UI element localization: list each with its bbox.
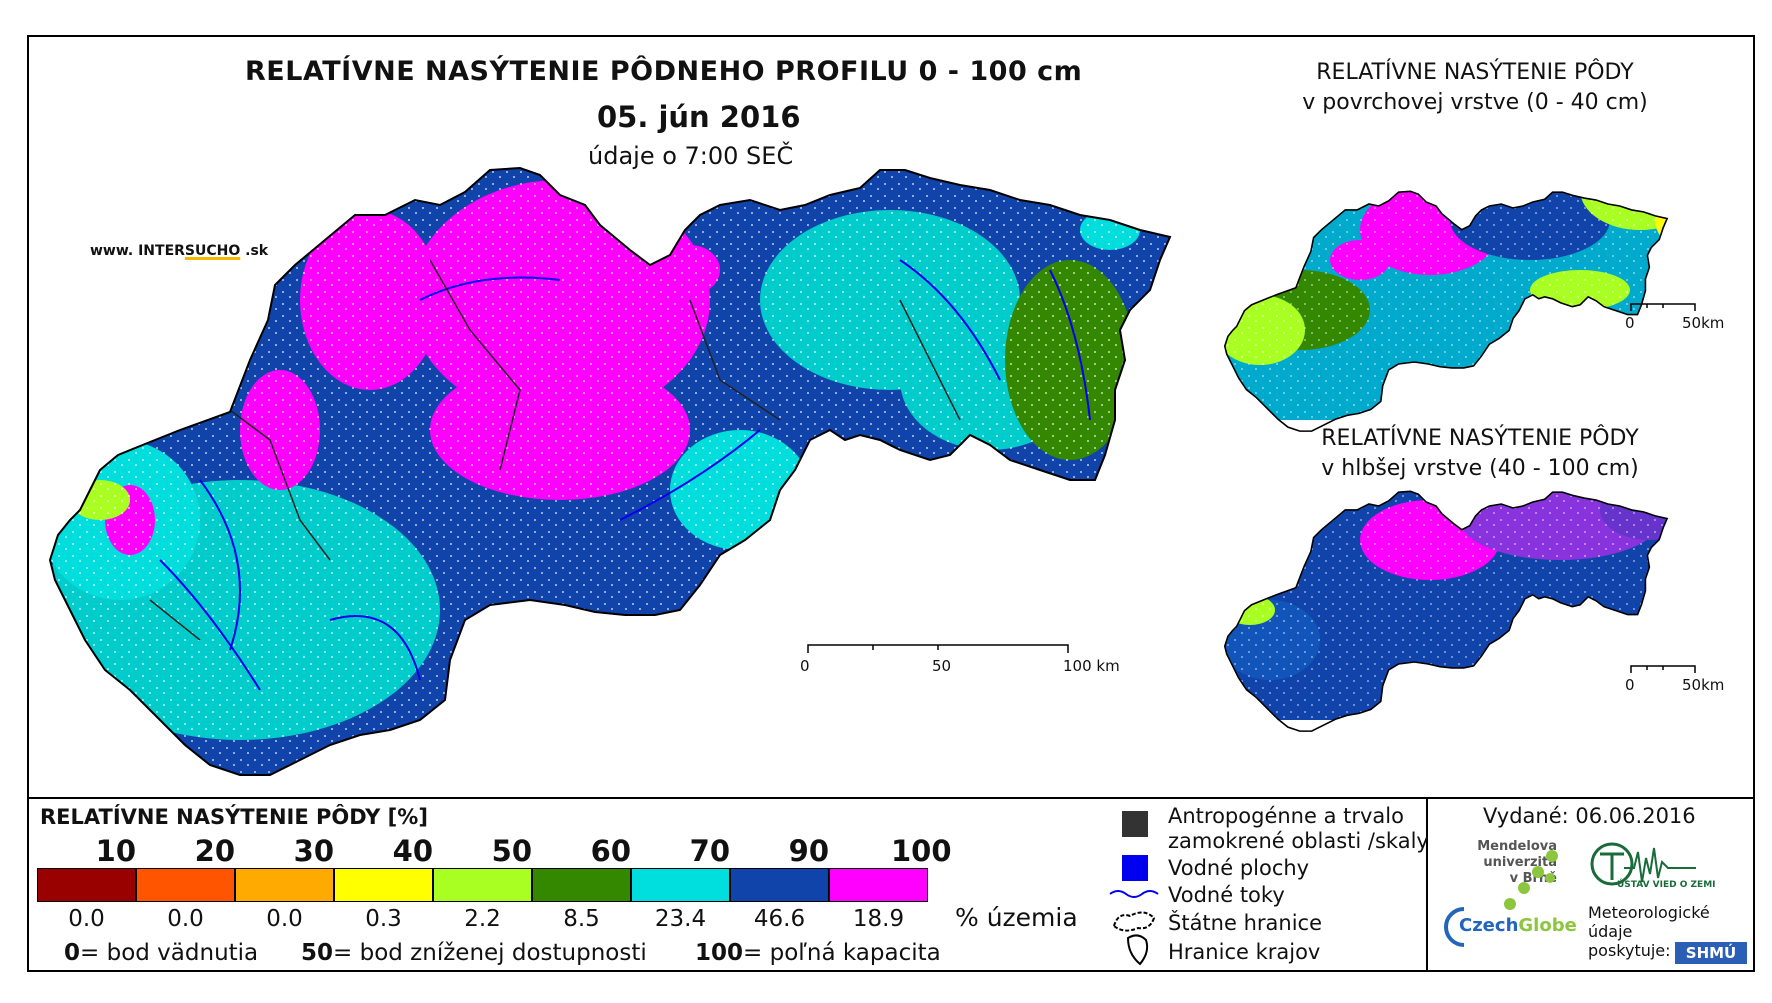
main-scale-bar <box>807 644 1069 653</box>
inset-deep-title-line2: v hlbšej vrstve (40 - 100 cm) <box>1321 456 1639 481</box>
note-wilting-point: 0= bod vädnutia <box>64 940 258 966</box>
legend-rivers: Vodné toky <box>1168 883 1285 907</box>
legend-anthropogenic: Antropogénne a trvalo zamokrené oblasti … <box>1168 804 1429 854</box>
legend-threshold: 30 <box>293 834 334 868</box>
meteo-line1: Meteorologické <box>1588 903 1710 922</box>
legend-swatch <box>433 868 532 902</box>
main-scale-label-0: 0 <box>800 657 810 675</box>
note-wilting-text: = bod vädnutia <box>80 940 259 966</box>
legend-percent: 46.6 <box>753 906 806 932</box>
czechglobe-logo: CzechGlobe <box>1459 915 1577 936</box>
note-reduced-availability: 50= bod zníženej dostupnosti <box>301 940 647 966</box>
inset-deep-scale-bar <box>1630 665 1696 673</box>
legend-percent: 0.3 <box>365 906 402 932</box>
inset-deep-scale-50: 50km <box>1682 676 1725 694</box>
legend-region-border: Hranice krajov <box>1168 940 1321 964</box>
note-reduced-text: = bod zníženej dostupnosti <box>333 940 647 966</box>
river-lines <box>159 259 1091 691</box>
legend-percent: 18.9 <box>852 906 905 932</box>
legend-anthropogenic-line2: zamokrené oblasti /skaly <box>1168 829 1429 853</box>
legend-threshold: 90 <box>788 834 829 868</box>
czechglobe-part-a: Czech <box>1459 915 1519 936</box>
legend-swatch <box>730 868 829 902</box>
legend-water-bodies: Vodné plochy <box>1168 856 1310 880</box>
blue-square-icon <box>1122 855 1148 881</box>
legend-swatch <box>37 868 136 902</box>
main-scale-label-100: 100 km <box>1063 657 1120 675</box>
main-map <box>49 167 1696 776</box>
meteo-provider-text: Meteorologické údaje poskytuje: <box>1588 903 1710 960</box>
legend-threshold: 50 <box>491 834 532 868</box>
main-scale-label-50: 50 <box>932 657 952 675</box>
legend-title: RELATÍVNE NASÝTENIE PÔDY [%] <box>40 805 428 829</box>
inset-deep-title-line1: RELATÍVNE NASÝTENIE PÔDY <box>1321 426 1639 451</box>
legend-threshold: 60 <box>590 834 631 868</box>
uvz-logo-icon <box>1590 842 1696 886</box>
river-line-icon <box>1109 890 1159 898</box>
note-capacity-value: 100 <box>695 940 744 966</box>
legend-threshold: 20 <box>194 834 235 868</box>
map-date: 05. jún 2016 <box>597 100 801 134</box>
legend-threshold: 40 <box>392 834 433 868</box>
legend-percent: 8.5 <box>563 906 600 932</box>
legend-percent: 0.0 <box>68 906 105 932</box>
legend-swatch <box>136 868 235 902</box>
legend-swatch <box>829 868 928 902</box>
note-field-capacity: 100= poľná kapacita <box>695 940 941 966</box>
legend-anthropogenic-line1: Antropogénne a trvalo <box>1168 804 1404 828</box>
region-border-lines <box>149 259 961 641</box>
inset-deep-title: RELATÍVNE NASÝTENIE PÔDY v hlbšej vrstve… <box>1250 424 1710 484</box>
legend-area <box>27 797 1755 972</box>
state-border-icon <box>1112 911 1156 932</box>
legend-percent: 23.4 <box>654 906 707 932</box>
watermark-prefix: www. INTER <box>90 243 185 259</box>
legend-percent: 2.2 <box>464 906 501 932</box>
note-reduced-value: 50 <box>301 940 334 966</box>
inset-surface-scale-0: 0 <box>1625 314 1635 332</box>
inset-surface-title: RELATÍVNE NASÝTENIE PÔDY v povrchovej vr… <box>1245 58 1705 118</box>
note-capacity-text: = poľná kapacita <box>743 940 941 966</box>
legend-unit-suffix: % územia <box>955 903 1078 932</box>
inset-surface-title-line1: RELATÍVNE NASÝTENIE PÔDY <box>1316 60 1634 85</box>
meteo-line2: údaje <box>1588 922 1633 941</box>
legend-swatch <box>235 868 334 902</box>
watermark-highlight: SUCHO <box>184 243 241 259</box>
legend-state-border: Štátne hranice <box>1168 911 1322 935</box>
mendel-line1: Mendelova <box>1477 839 1557 854</box>
uvz-logo-text: ÚSTAV VIED O ZEMI <box>1617 880 1716 890</box>
note-wilting-value: 0 <box>64 940 81 966</box>
legend-threshold: 10 <box>95 834 136 868</box>
legend-threshold: 70 <box>689 834 730 868</box>
map-title: RELATÍVNE NASÝTENIE PÔDNEHO PROFILU 0 - … <box>245 56 1083 87</box>
meteo-line3: poskytuje: <box>1588 941 1671 960</box>
legend-swatch <box>532 868 631 902</box>
map-time-note: údaje o 7:00 SEČ <box>588 142 794 170</box>
inset-deep-scale-0: 0 <box>1625 676 1635 694</box>
mendel-line3: v Brně <box>1509 871 1557 886</box>
shmu-logo: SHMÚ <box>1675 942 1747 964</box>
main-map-fill <box>50 168 1170 775</box>
legend-divider <box>1426 797 1428 972</box>
issued-date: Vydané: 06.06.2016 <box>1483 804 1696 828</box>
region-border-icon <box>1126 934 1149 966</box>
czechglobe-part-b: Globe <box>1518 915 1577 936</box>
legend-percent: 0.0 <box>167 906 204 932</box>
czechglobe-arc-icon <box>1444 907 1465 947</box>
inset-surface-title-line2: v povrchovej vrstve (0 - 40 cm) <box>1302 90 1648 115</box>
watermark-suffix: .sk <box>240 243 269 259</box>
intersucho-watermark: www. INTERSUCHO .sk <box>90 243 268 259</box>
legend-swatch <box>631 868 730 902</box>
mendel-logo-text: Mendelova univerzita v Brně <box>1465 839 1557 887</box>
legend-percent: 0.0 <box>266 906 303 932</box>
gray-square-icon <box>1122 811 1148 837</box>
main-map-speckle <box>50 168 1170 775</box>
inset-surface-scale-50: 50km <box>1682 314 1725 332</box>
inset-surface-fill <box>1224 191 1668 420</box>
legend-swatch <box>334 868 433 902</box>
legend-threshold: 100 <box>891 834 952 868</box>
inset-surface-scale-bar <box>1630 303 1696 311</box>
mendel-dots-icon <box>1504 850 1558 910</box>
